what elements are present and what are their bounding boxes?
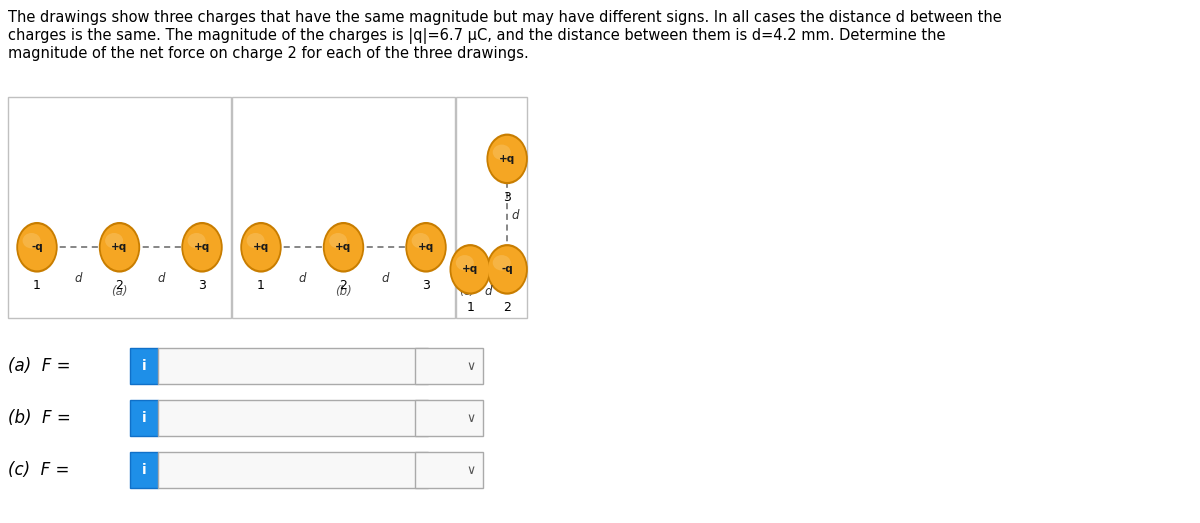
- Bar: [415, 400, 482, 436]
- Text: +q: +q: [253, 242, 269, 252]
- Ellipse shape: [488, 136, 526, 182]
- Text: (c)  F =: (c) F =: [8, 461, 70, 479]
- Ellipse shape: [246, 233, 264, 248]
- Text: 3: 3: [422, 279, 430, 292]
- Text: ∨: ∨: [467, 412, 475, 425]
- Text: i: i: [142, 359, 146, 373]
- Bar: [415, 348, 482, 384]
- Ellipse shape: [329, 233, 347, 248]
- Bar: [130, 452, 158, 488]
- Ellipse shape: [451, 246, 490, 292]
- Text: (b)  F =: (b) F =: [8, 409, 71, 427]
- Text: (b): (b): [335, 285, 352, 298]
- Text: d: d: [299, 272, 306, 285]
- Ellipse shape: [493, 255, 511, 270]
- Ellipse shape: [450, 244, 491, 294]
- Text: (c): (c): [458, 285, 474, 298]
- Bar: [130, 400, 158, 436]
- Text: d: d: [485, 285, 492, 298]
- Ellipse shape: [17, 222, 58, 272]
- Text: +q: +q: [462, 265, 479, 275]
- Bar: [158, 452, 428, 488]
- Ellipse shape: [412, 233, 430, 248]
- Text: 2: 2: [503, 301, 511, 314]
- Ellipse shape: [184, 224, 221, 270]
- Text: (a)  F =: (a) F =: [8, 357, 71, 375]
- Text: d: d: [74, 272, 82, 285]
- Text: d: d: [157, 272, 164, 285]
- Bar: [158, 348, 428, 384]
- Text: (a): (a): [112, 285, 127, 298]
- Text: -q: -q: [502, 265, 512, 275]
- Text: 2: 2: [340, 279, 348, 292]
- Text: i: i: [142, 411, 146, 425]
- Text: +q: +q: [112, 242, 127, 252]
- Text: 3: 3: [198, 279, 206, 292]
- Text: ∨: ∨: [467, 359, 475, 372]
- Ellipse shape: [486, 133, 528, 184]
- Text: +q: +q: [418, 242, 434, 252]
- Ellipse shape: [23, 233, 41, 248]
- Ellipse shape: [486, 244, 528, 294]
- Ellipse shape: [493, 144, 511, 160]
- Ellipse shape: [242, 224, 280, 270]
- Ellipse shape: [18, 224, 56, 270]
- Text: 1: 1: [34, 279, 41, 292]
- Text: The drawings show three charges that have the same magnitude but may have differ: The drawings show three charges that hav…: [8, 10, 1002, 25]
- Text: ∨: ∨: [467, 463, 475, 476]
- Bar: [8, 97, 230, 318]
- Text: charges is the same. The magnitude of the charges is |q|=6.7 μC, and the distanc: charges is the same. The magnitude of th…: [8, 28, 946, 44]
- Ellipse shape: [240, 222, 282, 272]
- Text: i: i: [142, 463, 146, 477]
- Text: d: d: [382, 272, 389, 285]
- Text: +q: +q: [194, 242, 210, 252]
- Text: 2: 2: [115, 279, 124, 292]
- Ellipse shape: [406, 222, 446, 272]
- Ellipse shape: [101, 224, 138, 270]
- Text: d: d: [512, 209, 520, 222]
- Text: +q: +q: [499, 154, 515, 164]
- Ellipse shape: [488, 246, 526, 292]
- Text: magnitude of the net force on charge 2 for each of the three drawings.: magnitude of the net force on charge 2 f…: [8, 46, 529, 61]
- Ellipse shape: [323, 222, 365, 272]
- Ellipse shape: [106, 233, 124, 248]
- Text: 1: 1: [257, 279, 265, 292]
- Ellipse shape: [407, 224, 445, 270]
- Ellipse shape: [181, 222, 223, 272]
- Bar: [232, 97, 455, 318]
- Ellipse shape: [98, 222, 140, 272]
- Bar: [158, 400, 428, 436]
- Ellipse shape: [324, 224, 362, 270]
- Text: 1: 1: [467, 301, 474, 314]
- Ellipse shape: [187, 233, 205, 248]
- Text: -q: -q: [31, 242, 43, 252]
- Bar: [415, 452, 482, 488]
- Text: +q: +q: [335, 242, 352, 252]
- Ellipse shape: [456, 255, 474, 270]
- Bar: [456, 97, 527, 318]
- Text: 3: 3: [503, 191, 511, 204]
- Bar: [130, 348, 158, 384]
